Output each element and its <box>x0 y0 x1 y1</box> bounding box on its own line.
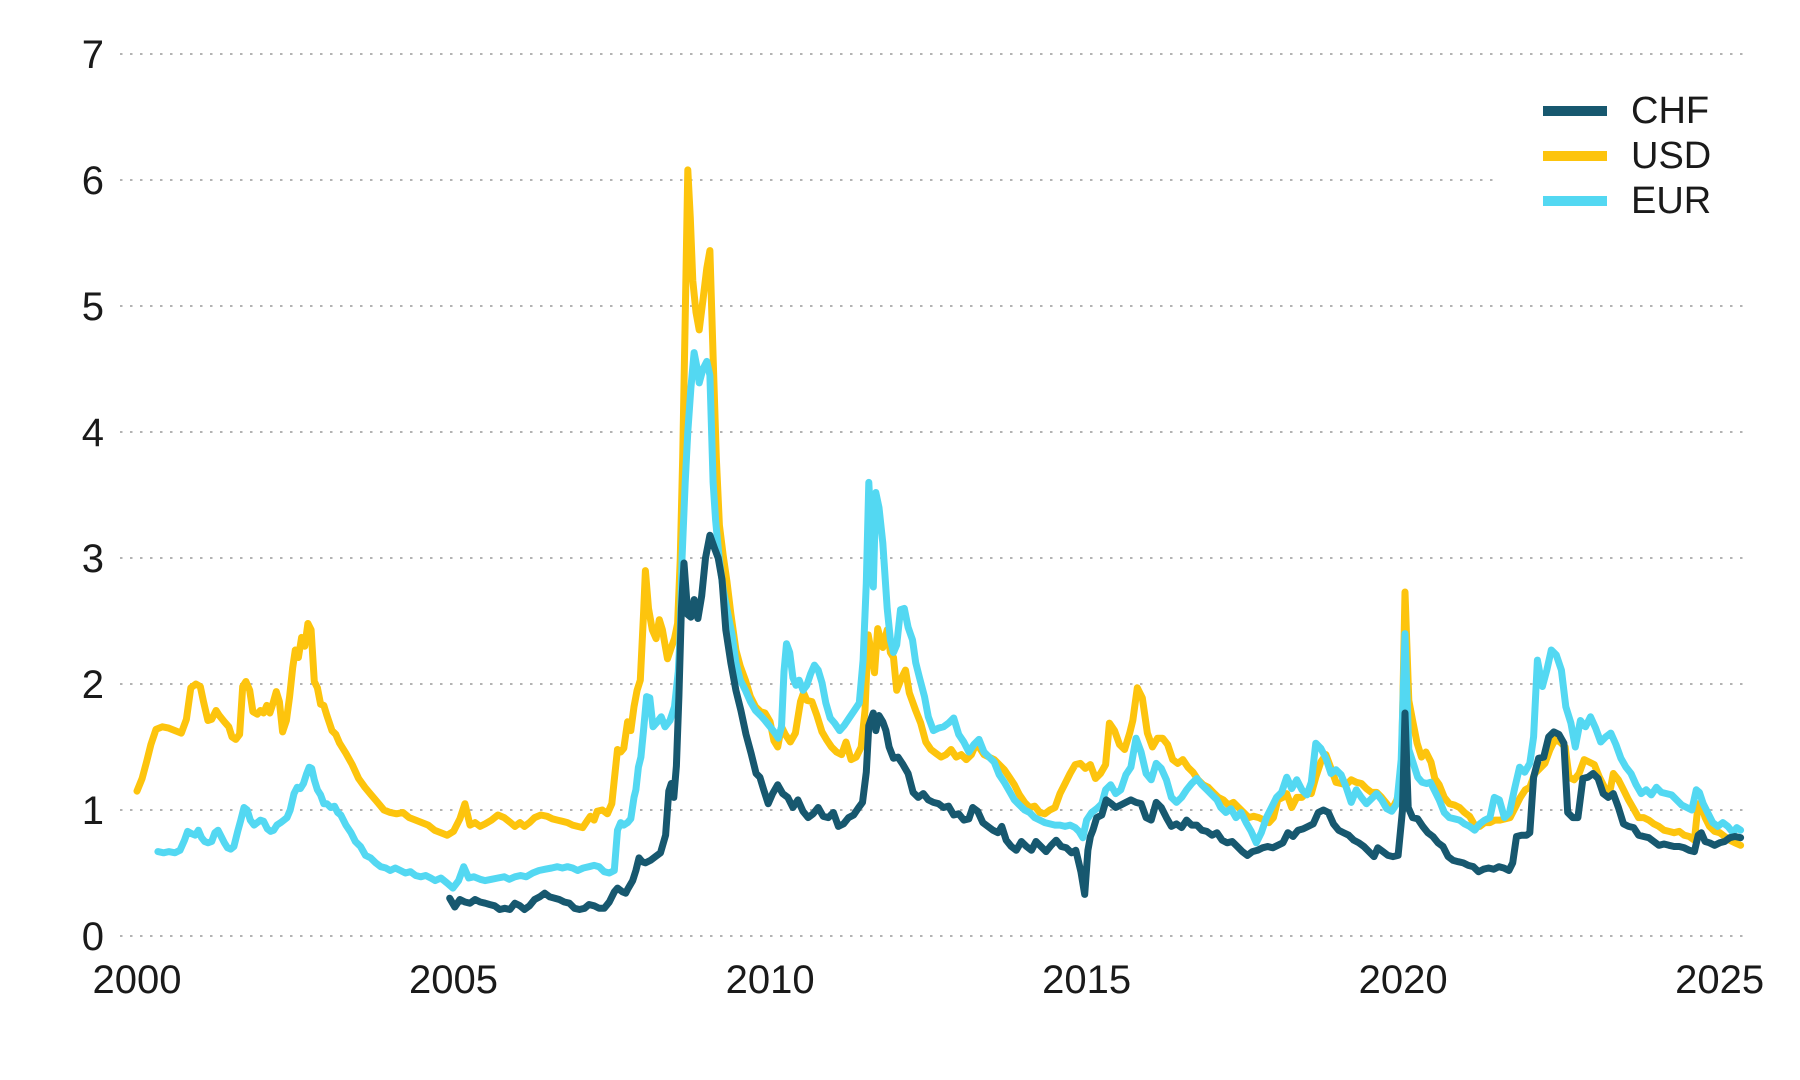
chf-line-swatch-icon <box>1543 105 1607 116</box>
x-axis-tick-2025: 2025 <box>1675 958 1764 1002</box>
x-axis-tick-2015: 2015 <box>1042 958 1131 1002</box>
legend-label-eur: EUR <box>1631 179 1712 222</box>
eur-line-swatch-icon <box>1543 195 1607 206</box>
y-axis-tick-3: 3 <box>82 537 104 581</box>
x-axis-tick-2000: 2000 <box>93 958 182 1002</box>
legend-label-usd: USD <box>1631 134 1712 177</box>
x-axis-tick-2005: 2005 <box>409 958 498 1002</box>
y-axis-tick-7: 7 <box>82 33 104 77</box>
legend-item-chf: CHF <box>1500 88 1796 133</box>
series-line-usd <box>133 166 1745 849</box>
legend-item-usd: USD <box>1500 133 1796 178</box>
usd-line-swatch-icon <box>1543 150 1607 161</box>
y-axis-tick-0: 0 <box>82 915 104 959</box>
legend-item-eur: EUR <box>1500 178 1796 223</box>
y-axis-tick-4: 4 <box>82 411 104 455</box>
y-axis-tick-6: 6 <box>82 159 104 203</box>
legend-label-chf: CHF <box>1631 89 1710 132</box>
x-axis-tick-2020: 2020 <box>1359 958 1448 1002</box>
y-axis-tick-5: 5 <box>82 285 104 329</box>
x-axis-tick-2010: 2010 <box>726 958 815 1002</box>
legend: CHF USD EUR <box>1500 84 1796 227</box>
series-line-chf <box>446 531 1745 913</box>
y-axis-tick-1: 1 <box>82 789 104 833</box>
series-line-eur <box>154 349 1745 892</box>
y-axis-tick-2: 2 <box>82 663 104 707</box>
